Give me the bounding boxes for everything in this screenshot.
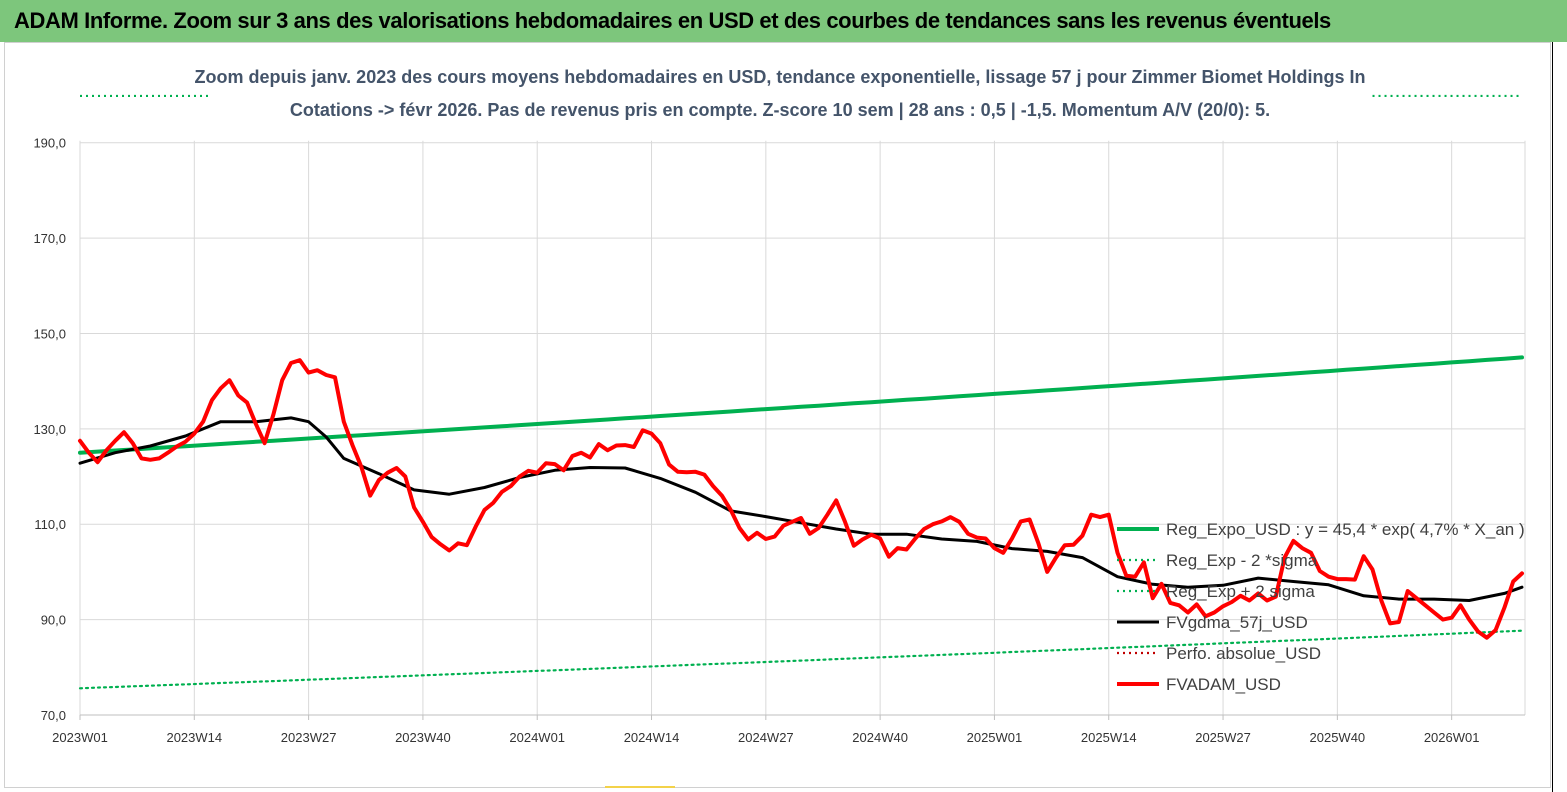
frame-right-edge <box>1552 42 1553 792</box>
y-tick-label: 170,0 <box>33 231 66 246</box>
x-tick-label: 2023W14 <box>166 730 222 745</box>
chart-subtitle-line-1: Zoom depuis janv. 2023 des cours moyens … <box>195 67 1366 87</box>
y-tick-label: 110,0 <box>34 517 66 532</box>
legend-label: Reg_Exp + 2 sigma <box>1166 582 1315 601</box>
scroll-marker <box>605 786 675 788</box>
y-tick-label: 130,0 <box>33 422 66 437</box>
legend-label: FVgdma_57j_USD <box>1166 613 1308 632</box>
legend-label: FVADAM_USD <box>1166 675 1281 694</box>
y-axis: 190,0 170,0 150,0 130,0 110,0 90,0 70,0 <box>33 136 66 723</box>
legend-label: Reg_Exp - 2 *sigma <box>1166 551 1318 570</box>
x-tick-label: 2025W14 <box>1081 730 1137 745</box>
chart-frame <box>4 42 1551 788</box>
gridlines <box>79 140 1526 716</box>
y-tick-label: 150,0 <box>33 326 66 341</box>
y-tick-label: 190,0 <box>33 136 66 151</box>
series-reg-expo <box>78 355 1524 455</box>
report-banner: ADAM Informe. Zoom sur 3 ans des valoris… <box>0 0 1567 42</box>
x-tick-label: 2024W01 <box>509 730 565 745</box>
series-fvgdma-57j <box>78 416 1524 602</box>
x-tick-label: 2025W01 <box>967 730 1023 745</box>
report-title: ADAM Informe. Zoom sur 3 ans des valoris… <box>14 8 1331 33</box>
x-tick-label: 2024W14 <box>624 730 680 745</box>
x-tick-label: 2023W01 <box>52 730 108 745</box>
x-tick-label: 2025W40 <box>1310 730 1366 745</box>
legend-label: Reg_Expo_USD : y = 45,4 * exp( 4,7% * X_… <box>1166 520 1525 539</box>
y-tick-label: 90,0 <box>41 613 66 628</box>
x-tick-label: 2024W27 <box>738 730 794 745</box>
x-axis: 2023W01 2023W14 2023W27 2023W40 2024W01 2024W… <box>52 715 1479 745</box>
legend-label: Perfo. absolue_USD <box>1166 644 1321 663</box>
series-fvadam <box>78 358 1524 640</box>
x-tick-label: 2024W40 <box>852 730 908 745</box>
y-tick-label: 70,0 <box>41 708 66 723</box>
x-tick-label: 2023W27 <box>281 730 337 745</box>
series-lines <box>78 94 1524 690</box>
series-reg-exp-plus-2-sigma <box>78 629 1524 690</box>
x-tick-label: 2026W01 <box>1424 730 1480 745</box>
chart-subtitle-line-2: Cotations -> févr 2026. Pas de revenus p… <box>290 100 1270 120</box>
x-tick-label: 2023W40 <box>395 730 451 745</box>
x-tick-label: 2025W27 <box>1195 730 1251 745</box>
legend: Reg_Expo_USD : y = 45,4 * exp( 4,7% * X_… <box>1117 520 1525 694</box>
